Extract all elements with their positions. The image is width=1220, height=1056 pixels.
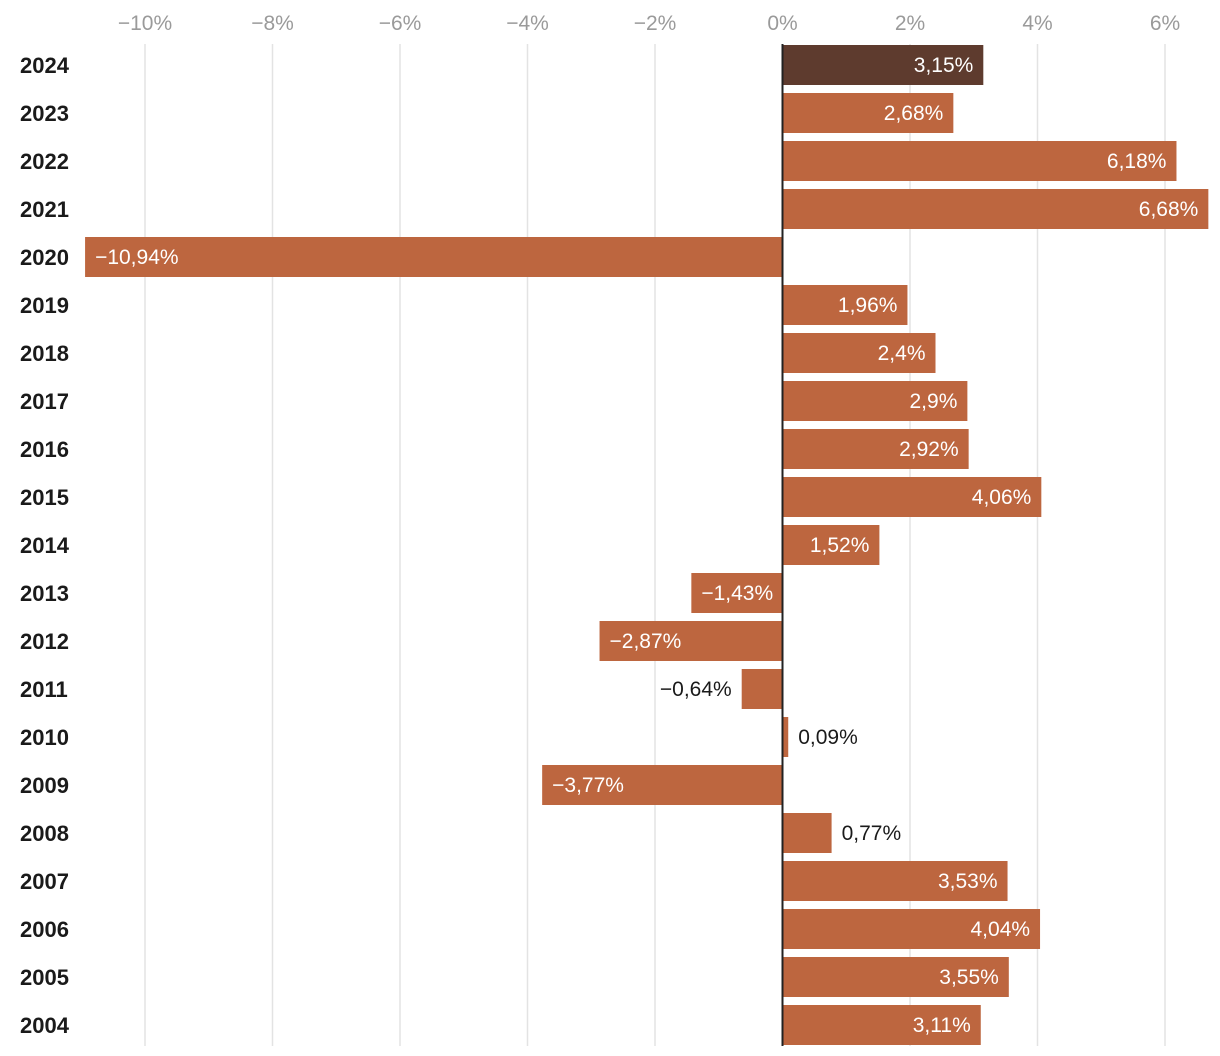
x-tick-label: 2% — [895, 12, 925, 35]
year-label: 2022 — [20, 149, 69, 174]
year-label: 2010 — [20, 725, 69, 750]
bar — [782, 189, 1209, 229]
bar — [691, 573, 783, 613]
year-label: 2016 — [20, 437, 69, 462]
value-label: 4,06% — [972, 486, 1032, 509]
bar — [741, 669, 783, 709]
value-label: −10,94% — [95, 246, 179, 269]
value-label: 2,68% — [884, 102, 944, 125]
bar — [599, 621, 783, 661]
value-label: 6,18% — [1107, 150, 1167, 173]
x-tick-label: −2% — [634, 12, 677, 35]
bar — [782, 909, 1041, 949]
value-label: −3,77% — [552, 774, 624, 797]
year-label: 2009 — [20, 773, 69, 798]
year-label: 2011 — [20, 677, 68, 702]
x-tick-label: −4% — [506, 12, 549, 35]
bar — [782, 429, 969, 469]
year-label: 2019 — [20, 293, 69, 318]
year-label: 2012 — [20, 629, 69, 654]
year-label: 2007 — [20, 869, 69, 894]
value-label: 3,11% — [913, 1014, 971, 1037]
bar — [782, 1005, 981, 1045]
value-label: 0,77% — [842, 822, 902, 845]
value-label: 2,9% — [910, 390, 958, 413]
year-label: 2004 — [20, 1013, 70, 1038]
value-label: 1,52% — [810, 534, 870, 557]
value-label: −1,43% — [701, 582, 773, 605]
value-label: 1,96% — [838, 294, 898, 317]
x-tick-label: 0% — [767, 12, 797, 35]
x-tick-label: −8% — [251, 12, 294, 35]
bar — [782, 813, 832, 853]
year-label: 2021 — [20, 197, 69, 222]
bar — [782, 861, 1008, 901]
year-label: 2017 — [20, 389, 69, 414]
bar — [782, 525, 880, 565]
year-label: 2023 — [20, 101, 69, 126]
value-label: 6,68% — [1139, 198, 1199, 221]
year-label: 2018 — [20, 341, 69, 366]
bar — [782, 381, 968, 421]
x-tick-label: 4% — [1022, 12, 1052, 35]
bar — [85, 237, 783, 277]
year-label: 2015 — [20, 485, 69, 510]
year-label: 2013 — [20, 581, 69, 606]
value-label: 3,53% — [938, 870, 998, 893]
value-label: −2,87% — [610, 630, 682, 653]
value-label: 2,4% — [878, 342, 926, 365]
x-tick-label: 6% — [1150, 12, 1180, 35]
bar — [782, 477, 1042, 517]
value-label: 2,92% — [899, 438, 959, 461]
year-label: 2014 — [20, 533, 70, 558]
bar — [542, 765, 783, 805]
x-tick-label: −6% — [379, 12, 422, 35]
year-label: 2005 — [20, 965, 69, 990]
x-tick-label: −10% — [118, 12, 172, 35]
year-label: 2024 — [20, 53, 70, 78]
value-label: 3,15% — [914, 54, 974, 77]
value-label: −0,64% — [660, 678, 732, 701]
bar — [782, 957, 1009, 997]
value-label: 3,55% — [939, 966, 999, 989]
year-label: 2008 — [20, 821, 69, 846]
bar — [782, 45, 984, 85]
bar — [782, 141, 1177, 181]
bar — [782, 93, 954, 133]
bar — [782, 285, 908, 325]
bar — [782, 333, 936, 373]
value-label: 4,04% — [971, 918, 1031, 941]
year-label: 2006 — [20, 917, 69, 942]
value-label: 0,09% — [798, 726, 858, 749]
bar — [782, 717, 789, 757]
year-label: 2020 — [20, 245, 69, 270]
